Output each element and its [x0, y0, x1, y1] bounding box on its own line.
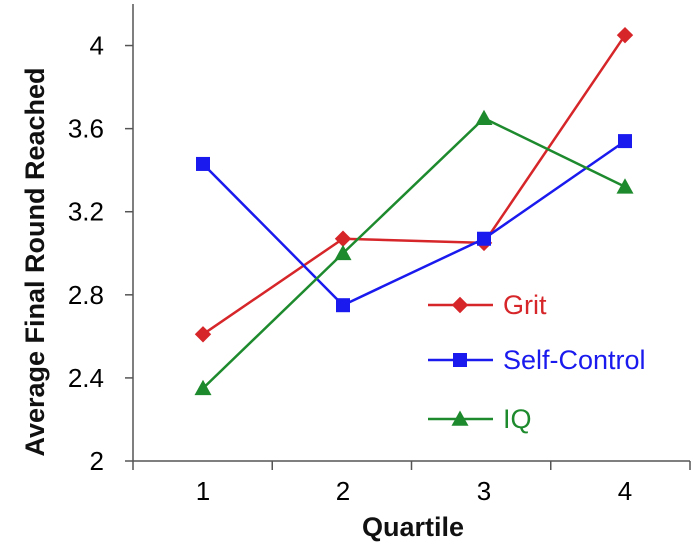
- series-line-self-control: [202, 140, 626, 307]
- legend-label: Self-Control: [503, 345, 646, 375]
- x-tick-label: 1: [196, 476, 210, 506]
- data-point-diamond: [194, 326, 212, 343]
- data-point-square: [196, 156, 210, 171]
- series-layer: [194, 26, 634, 396]
- data-point-triangle: [475, 109, 493, 126]
- data-point-triangle: [334, 244, 352, 261]
- axes: [132, 4, 690, 462]
- legend-label: IQ: [503, 404, 532, 434]
- data-point-square: [336, 298, 350, 313]
- x-tick-label: 4: [618, 476, 632, 506]
- data-point-diamond: [616, 26, 634, 44]
- legend: Grit Self-Control IQ: [428, 290, 646, 434]
- y-ticks: 2 2.4 2.8 3.2 3.6 4: [68, 31, 133, 476]
- x-tick-label: 2: [336, 476, 350, 506]
- y-tick-label: 2.4: [68, 363, 104, 393]
- y-tick-label: 2.8: [68, 280, 104, 310]
- data-point-square: [477, 231, 491, 246]
- legend-item-iq: IQ: [428, 404, 532, 434]
- y-tick-label: 4: [90, 31, 104, 61]
- x-tick-label: 3: [477, 476, 491, 506]
- data-point-diamond: [451, 296, 469, 314]
- data-point-square: [453, 353, 467, 367]
- y-tick-label: 2: [90, 446, 104, 476]
- legend-item-self-control: Self-Control: [428, 345, 646, 375]
- x-axis-title: Quartile: [362, 512, 464, 542]
- legend-item-grit: Grit: [428, 290, 547, 320]
- series-line-iq: [202, 117, 626, 390]
- data-point-triangle: [451, 410, 469, 426]
- y-tick-label: 3.6: [68, 114, 104, 144]
- data-point-triangle: [194, 379, 212, 396]
- series-line-grit: [202, 34, 627, 336]
- data-point-square: [618, 134, 632, 149]
- legend-label: Grit: [503, 290, 547, 320]
- y-tick-label: 3.2: [68, 197, 104, 227]
- data-point-diamond: [334, 230, 352, 247]
- y-axis-title: Average Final Round Reached: [20, 67, 50, 456]
- series-iq: [194, 109, 634, 396]
- data-point-triangle: [616, 178, 634, 194]
- x-ticks: 1 2 3 4: [132, 461, 691, 506]
- series-self-control: [196, 134, 632, 313]
